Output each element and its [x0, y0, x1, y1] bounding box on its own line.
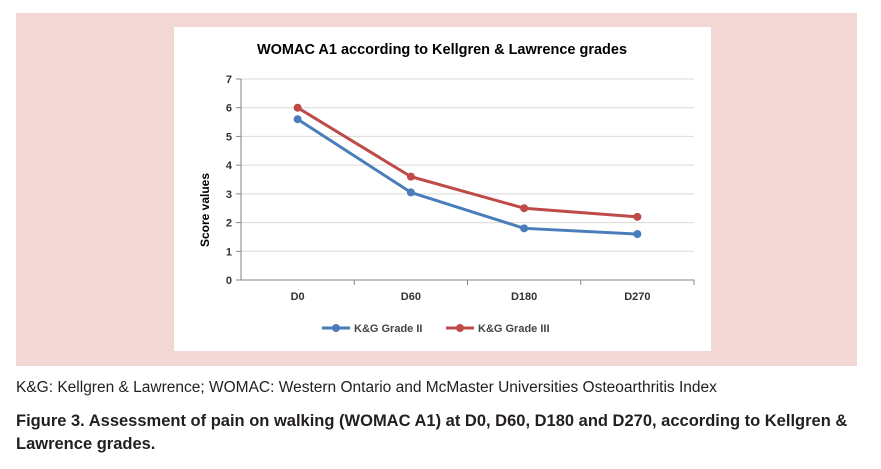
figure-footnote: K&G: Kellgren & Lawrence; WOMAC: Western…	[16, 379, 717, 396]
chart-area: WOMAC A1 according to Kellgren & Lawrenc…	[174, 27, 711, 351]
data-point-2	[293, 103, 302, 112]
y-tick-label: 7	[226, 74, 232, 86]
data-point-1	[293, 115, 302, 124]
y-tick-label: 3	[226, 189, 232, 201]
series-group	[293, 103, 642, 239]
x-tick-label: D0	[291, 291, 305, 303]
legend: K&G Grade II K&G Grade III	[322, 323, 550, 335]
legend-swatch-marker	[332, 324, 340, 332]
data-point-2	[520, 204, 529, 213]
chart-title: WOMAC A1 according to Kellgren & Lawrenc…	[257, 42, 627, 58]
data-point-2	[633, 212, 642, 221]
figure-caption: Figure 3. Assessment of pain on walking …	[16, 412, 848, 453]
gridlines	[236, 78, 695, 285]
x-tick-label: D60	[401, 291, 421, 303]
y-tick-label: 1	[226, 246, 232, 258]
y-tick-label: 5	[226, 131, 232, 143]
x-tick-label: D180	[511, 291, 537, 303]
legend-label: K&G Grade II	[354, 323, 422, 335]
data-point-1	[406, 188, 415, 197]
data-point-1	[520, 224, 529, 233]
y-tick-labels: 0 1 2 3 4 5 6 7	[226, 74, 233, 287]
y-tick-label: 6	[226, 103, 232, 115]
legend-label: K&G Grade III	[478, 323, 550, 335]
y-axis-label: Score values	[198, 173, 212, 247]
x-tick-labels: D0 D60 D180 D270	[291, 291, 651, 303]
series-line-2	[296, 106, 638, 219]
legend-swatch-marker	[456, 324, 464, 332]
y-tick-label: 2	[226, 218, 232, 230]
y-tick-label: 0	[226, 275, 232, 287]
data-point-1	[633, 230, 642, 239]
data-point-2	[406, 172, 415, 181]
series-line-1	[296, 117, 638, 236]
y-tick-label: 4	[226, 160, 233, 172]
x-tick-label: D270	[624, 291, 650, 303]
line-chart: WOMAC A1 according to Kellgren & Lawrenc…	[198, 42, 695, 335]
